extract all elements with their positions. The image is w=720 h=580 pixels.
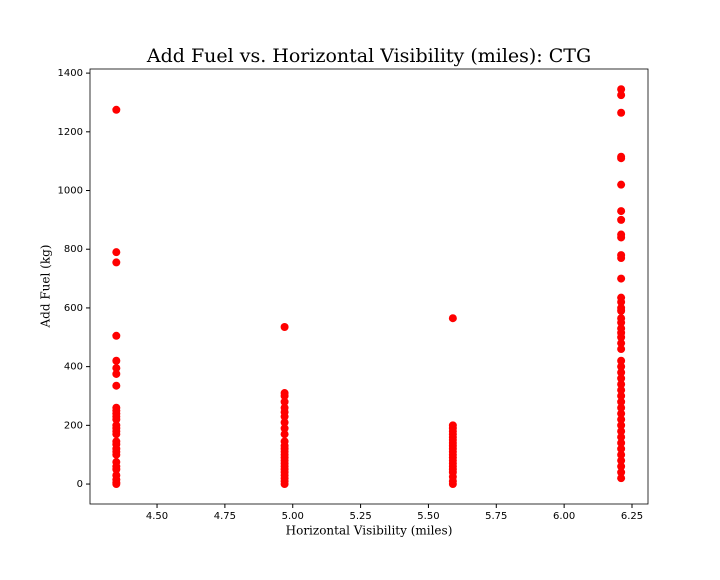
point: [280, 418, 289, 427]
point: [112, 258, 121, 267]
point: [280, 391, 289, 400]
point: [617, 438, 626, 447]
point: [617, 333, 626, 342]
point: [112, 415, 121, 424]
x-tick-label: 5.00: [282, 511, 304, 522]
point: [617, 298, 626, 307]
point: [617, 345, 626, 354]
point: [617, 154, 626, 163]
point: [280, 323, 289, 332]
point: [617, 403, 626, 412]
point: [617, 444, 626, 453]
point: [112, 248, 121, 257]
x-tick-label: 5.25: [349, 511, 371, 522]
point: [112, 480, 121, 489]
point: [617, 474, 626, 483]
point: [448, 480, 457, 489]
y-tick-label: 800: [64, 244, 83, 255]
point: [280, 430, 289, 439]
point: [112, 369, 121, 378]
point: [112, 465, 121, 474]
point: [617, 274, 626, 283]
point: [280, 424, 289, 433]
point: [112, 356, 121, 365]
point: [617, 356, 626, 365]
point: [617, 450, 626, 459]
y-tick-label: 1000: [58, 186, 83, 197]
point: [112, 331, 121, 340]
point: [280, 412, 289, 421]
point: [112, 450, 121, 459]
point: [617, 462, 626, 471]
point: [448, 314, 457, 323]
point: [617, 306, 626, 315]
point: [617, 339, 626, 348]
point: [617, 91, 626, 100]
point: [617, 207, 626, 216]
chart-title: Add Fuel vs. Horizontal Visibility (mile…: [146, 45, 591, 67]
point: [617, 108, 626, 117]
plot-frame: [89, 68, 649, 505]
point: [617, 468, 626, 477]
point: [617, 254, 626, 263]
point: [617, 409, 626, 418]
y-tick-label: 400: [64, 362, 83, 373]
y-tick-label: 1200: [58, 127, 83, 138]
x-tick-label: 4.75: [214, 511, 236, 522]
point: [617, 85, 626, 94]
point: [112, 381, 121, 390]
x-axis-label: Horizontal Visibility (miles): [286, 524, 453, 538]
x-tick-label: 5.50: [417, 511, 439, 522]
point: [617, 233, 626, 242]
point: [617, 368, 626, 377]
point: [617, 433, 626, 442]
point: [112, 364, 121, 373]
x-tick-label: 5.75: [485, 511, 507, 522]
y-tick-label: 200: [64, 420, 83, 431]
point: [617, 380, 626, 389]
y-axis-label: Add Fuel (kg): [39, 245, 53, 329]
point: [617, 362, 626, 371]
point: [112, 430, 121, 439]
point: [617, 374, 626, 383]
point: [617, 427, 626, 436]
point: [617, 215, 626, 224]
x-tick-label: 6.25: [621, 511, 643, 522]
point: [280, 397, 289, 406]
point: [617, 456, 626, 465]
y-tick-label: 1400: [58, 68, 83, 79]
point: [617, 318, 626, 327]
y-tick-label: 600: [64, 303, 83, 314]
point: [617, 421, 626, 430]
point: [112, 105, 121, 114]
point: [617, 397, 626, 406]
y-tick-label: 0: [77, 479, 83, 490]
point: [617, 415, 626, 424]
x-tick-label: 6.00: [553, 511, 575, 522]
point: [617, 391, 626, 400]
point: [617, 386, 626, 395]
point: [280, 480, 289, 489]
x-tick-label: 4.50: [146, 511, 168, 522]
point: [617, 180, 626, 189]
